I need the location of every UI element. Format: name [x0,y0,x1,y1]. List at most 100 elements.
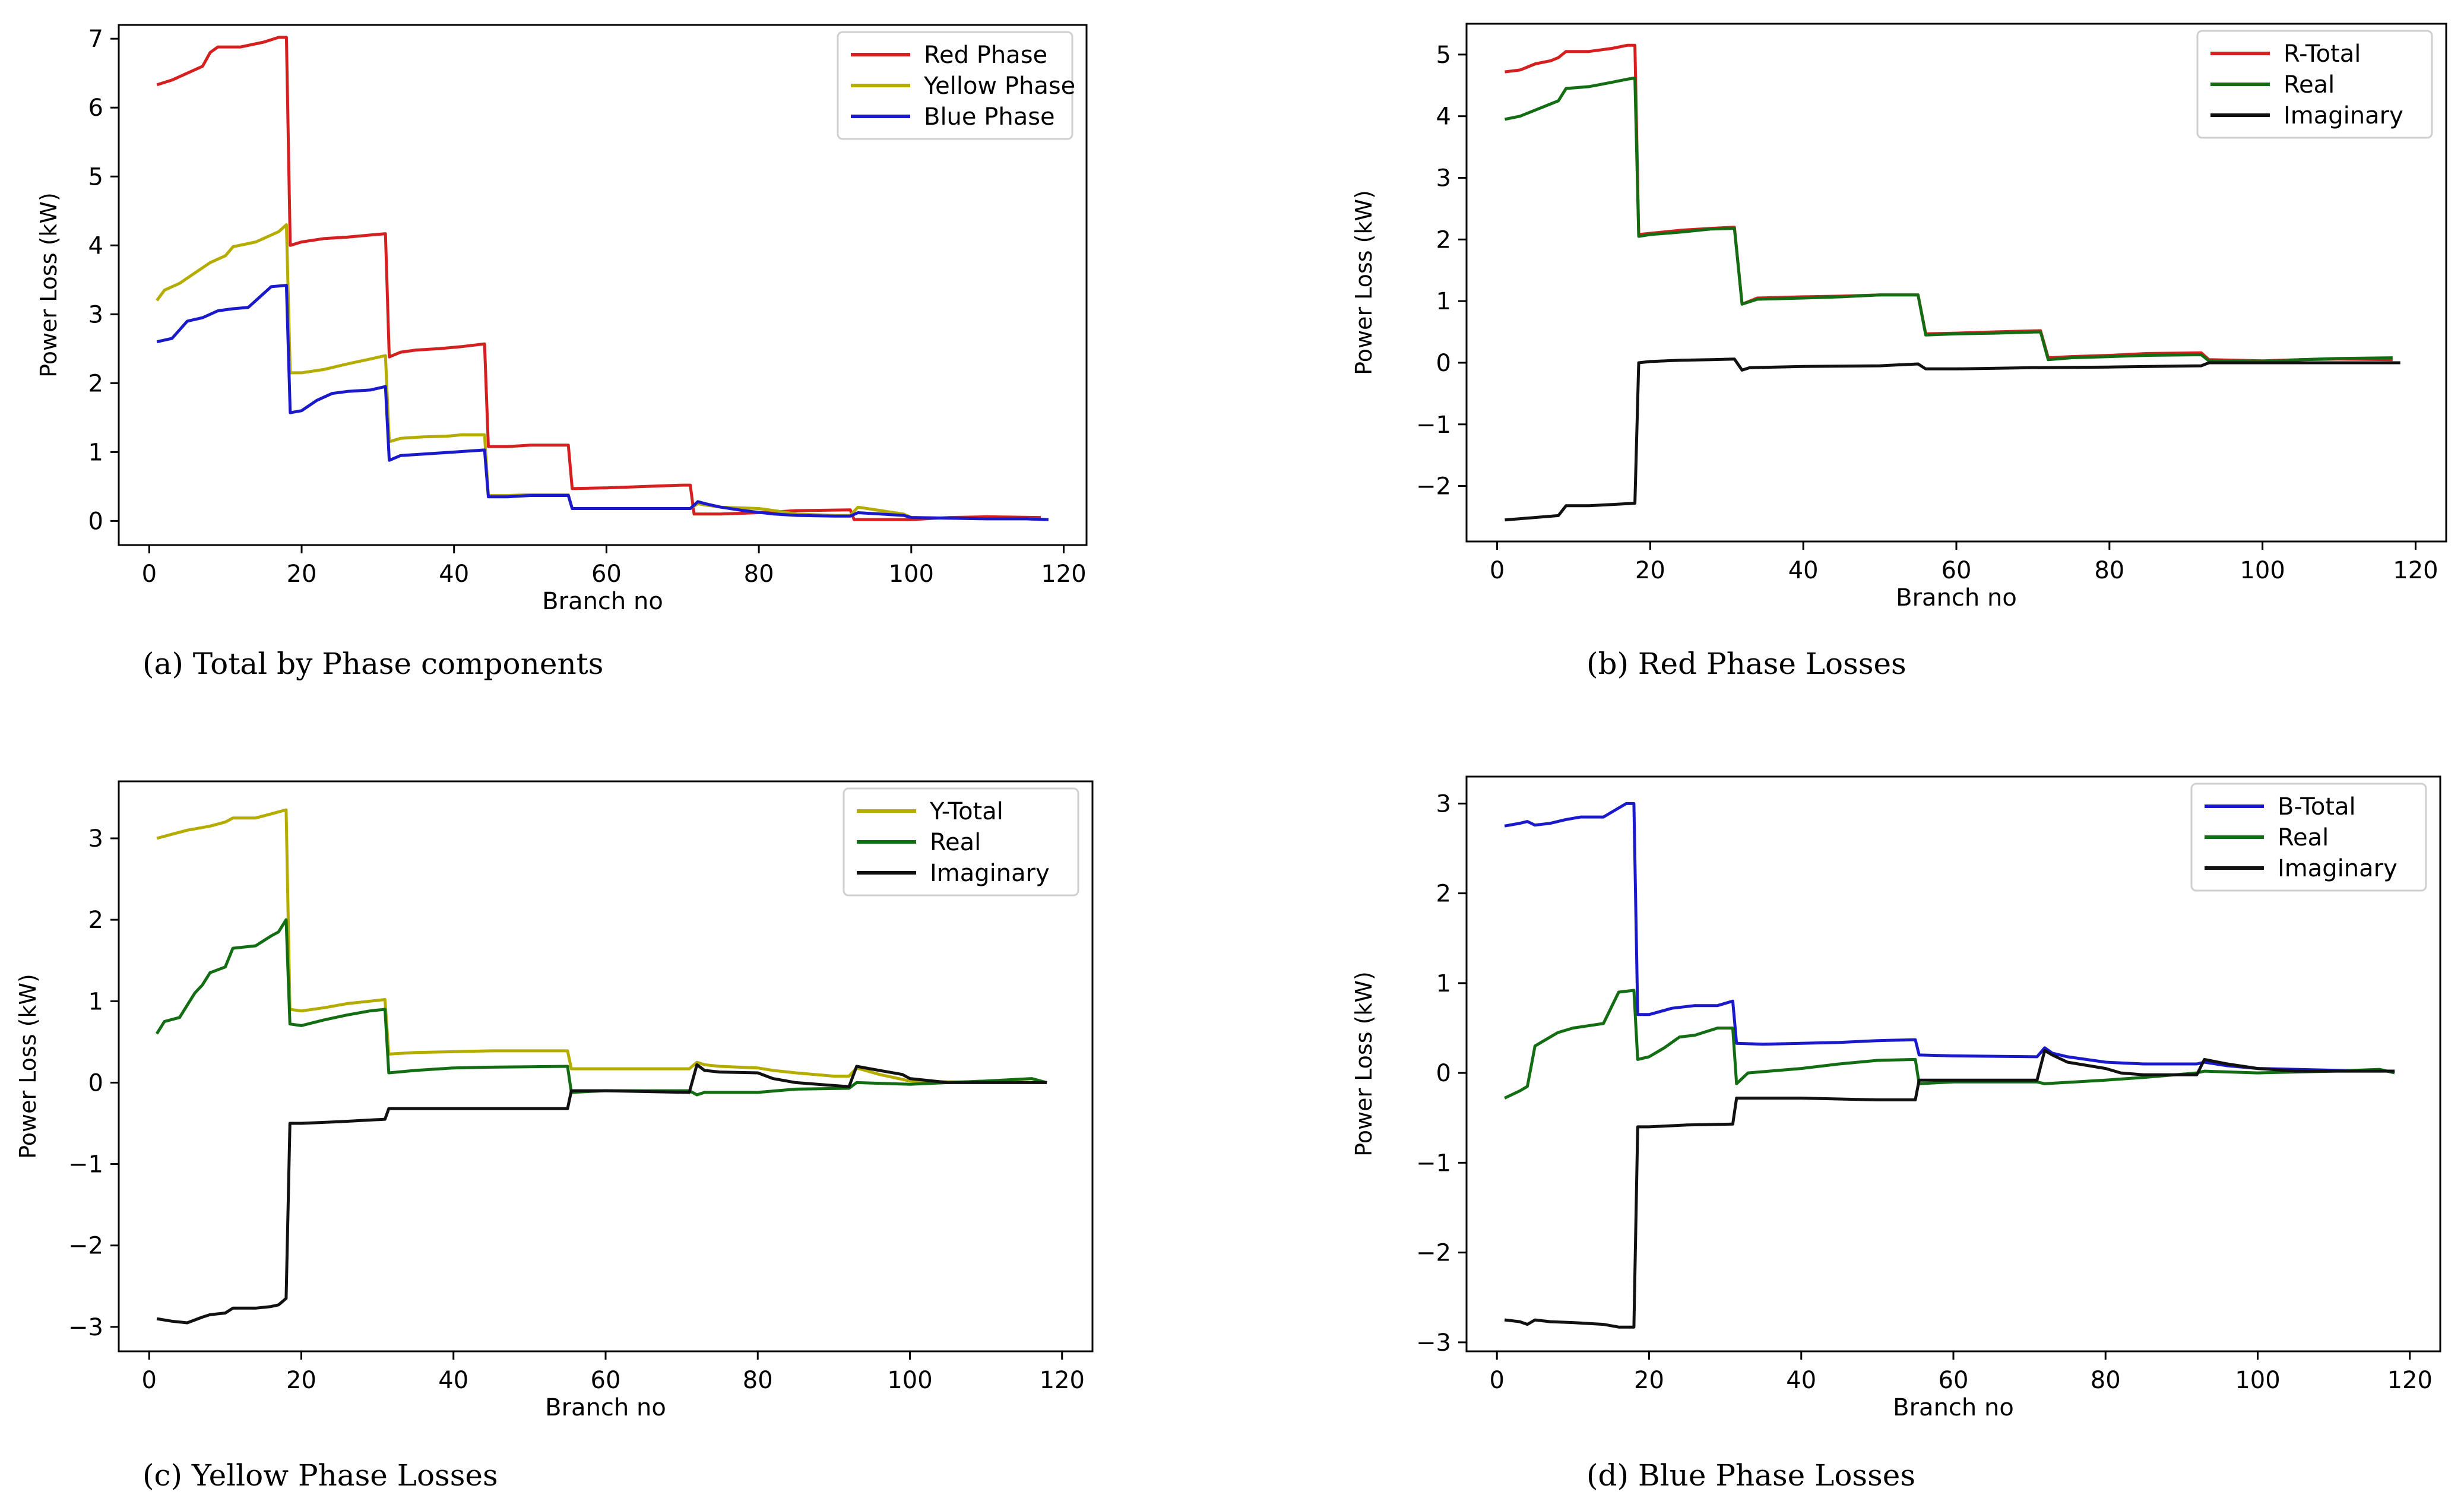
legend: B-Total Real Imaginary [2190,783,2427,892]
x-tick-label: 100 [889,560,934,588]
x-tick-label: 40 [438,1367,468,1394]
series-line-b-total [1504,802,2395,1073]
series-line-real [1505,76,2393,363]
x-tick-label: 0 [1490,1367,1505,1394]
legend-label: Imaginary [2278,855,2398,882]
legend: Red Phase Yellow Phase Blue Phase [837,31,1075,140]
legend-label: Imaginary [2284,102,2403,129]
series-line-y-total [156,808,1047,1084]
x-tick-label: 0 [1490,557,1505,584]
y-tick-label: 7 [88,26,103,53]
legend-label: Blue Phase [924,103,1055,131]
y-tick-label: 4 [1436,103,1451,131]
y-tick-label: 3 [1436,165,1451,192]
x-tick-label: 60 [591,560,622,588]
series-group [155,808,1047,1325]
x-tick-label: 120 [1041,560,1086,588]
y-tick-label: 3 [88,825,103,853]
y-tick-label: 0 [1436,1060,1451,1087]
x-tick-label: 120 [2387,1367,2433,1394]
y-tick-label: −2 [68,1233,103,1260]
panel-caption: (a) Total by Phase components [142,647,603,681]
y-tick-label: 2 [88,907,103,934]
x-axis-label: Branch no [1893,1394,2014,1421]
y-tick-label: 1 [88,439,103,466]
x-tick-label: 40 [1788,557,1819,584]
x-tick-label: 0 [142,1367,157,1394]
x-tick-label: 80 [744,560,774,588]
x-tick-label: 80 [2094,557,2124,584]
y-tick-label: 5 [88,163,103,191]
legend-label: Y-Total [929,798,1003,825]
y-tick-label: −2 [1416,1240,1451,1267]
x-axis-label: Branch no [545,1394,666,1421]
legend-label: Yellow Phase [923,72,1075,100]
chart-a: 0 20 40 60 80 100 120 0 1 2 3 4 5 6 7 Branch no Power Lo… [36,24,1088,681]
y-tick-label: −1 [1416,1149,1451,1177]
x-tick-label: 80 [2091,1367,2121,1394]
y-tick-label: 2 [1436,880,1451,908]
x-tick-label: 20 [286,1367,316,1394]
y-tick-label: 2 [1436,226,1451,254]
legend: R-Total Real Imaginary [2196,30,2433,139]
x-tick-label: 0 [142,560,157,588]
chart-d: 0 20 40 60 80 100 120 −3 −2 −1 0 1 2 3 Branch no Power … [1351,775,2441,1493]
chart-c: 0 20 40 60 80 100 120 −3 −2 −1 0 1 2 3 Branch no Power … [15,780,1094,1493]
legend-label: Real [930,829,981,856]
y-tick-label: −3 [1416,1329,1451,1357]
panel-caption: (b) Red Phase Losses [1586,647,1906,681]
series-line-imaginary [1504,1049,2395,1329]
x-tick-label: 60 [1939,1367,1969,1394]
series-group [156,36,1049,521]
legend-box [2190,783,2427,892]
panel-caption: (c) Yellow Phase Losses [142,1458,498,1493]
y-tick-label: −1 [1416,411,1451,439]
y-axis-label: Power Loss (kW) [36,192,62,378]
series-group [1505,43,2400,522]
y-tick-label: −2 [1416,473,1451,501]
x-tick-label: 40 [439,560,469,588]
x-axis-label: Branch no [1896,584,2017,612]
x-tick-label: 100 [2240,557,2285,584]
x-axis-label: Branch no [542,588,663,615]
y-axis-label: Power Loss (kW) [1351,190,1377,375]
y-tick-label: −3 [68,1314,103,1341]
x-tick-label: 60 [1942,557,1972,584]
y-tick-label: 0 [88,1069,103,1097]
y-tick-label: 1 [1436,288,1451,315]
legend-label: Imaginary [930,860,1050,887]
x-tick-label: 20 [287,560,317,588]
legend-label: Red Phase [924,42,1047,69]
x-tick-label: 60 [591,1367,621,1394]
y-tick-label: 1 [88,988,103,1015]
legend-box [843,787,1079,897]
y-tick-label: 2 [88,370,103,397]
plot-frame [118,24,1088,546]
y-axis-label: Power Loss (kW) [15,974,41,1159]
y-tick-label: 3 [88,301,103,328]
legend-label: B-Total [2278,793,2356,821]
series-line-imaginary [1505,357,2400,522]
legend-box [837,31,1073,140]
x-tick-label: 120 [1040,1367,1085,1394]
x-tick-label: 20 [1634,1367,1664,1394]
y-tick-label: −1 [68,1151,103,1179]
x-tick-label: 120 [2393,557,2438,584]
x-tick-label: 20 [1635,557,1665,584]
y-tick-label: 0 [1436,350,1451,377]
legend-label: Real [2278,824,2329,851]
y-tick-label: 6 [88,94,103,122]
x-tick-label: 100 [2235,1367,2280,1394]
x-tick-label: 40 [1786,1367,1816,1394]
y-tick-label: 1 [1436,970,1451,997]
x-tick-label: 80 [743,1367,773,1394]
y-tick-label: 5 [1436,42,1451,69]
series-group [1504,802,2395,1329]
y-tick-label: 4 [88,232,103,259]
legend-label: R-Total [2284,40,2361,68]
legend-label: Real [2284,71,2335,99]
series-line-blue-phase [156,284,1049,521]
legend: Y-Total Real Imaginary [843,787,1079,897]
panel-caption: (d) Blue Phase Losses [1586,1458,1915,1493]
